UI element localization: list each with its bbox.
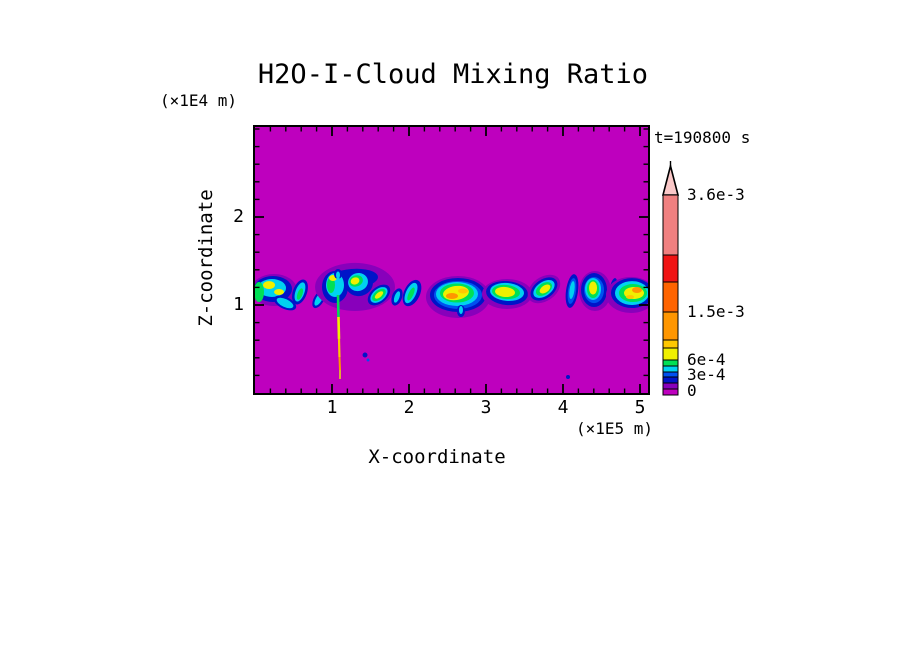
cloud-blob <box>566 374 571 380</box>
timestamp: t=190800 s <box>654 128 751 147</box>
cloud-blob <box>495 286 516 298</box>
cloud-blob <box>631 287 643 294</box>
cloud-blob <box>326 277 336 294</box>
fall-streak-segment <box>338 356 342 371</box>
x-axis-unit: (×1E5 m) <box>575 419 653 438</box>
cloud-blob <box>625 294 634 300</box>
page-title: H2O-I-Cloud Mixing Ratio <box>257 59 649 90</box>
colorbar-segment <box>662 388 679 396</box>
z-tick-label: 2 <box>233 206 244 227</box>
x-tick-label: 2 <box>403 397 415 418</box>
cloud-blob <box>374 291 384 299</box>
plot-canvas <box>253 125 650 395</box>
colorbar-label: 3e-4 <box>687 365 726 384</box>
z-axis-unit: (×1E4 m) <box>160 91 238 110</box>
colorbar-segment <box>662 339 679 349</box>
cloud-blob <box>458 306 463 314</box>
x-axis-label: X-coordinate <box>368 446 506 468</box>
x-tick-label: 4 <box>557 397 569 418</box>
cloud-field <box>255 262 648 380</box>
cloud-blob <box>569 281 575 299</box>
cloud-blob <box>407 287 415 301</box>
colorbar-segment <box>662 281 679 313</box>
plot-border <box>253 125 650 395</box>
colorbar-segment <box>662 194 679 256</box>
cloud-blob <box>296 288 304 300</box>
colorbar-segment <box>662 382 679 390</box>
cloud-blob <box>276 297 294 309</box>
colorbar-segment <box>662 311 679 341</box>
fall-streak-segment <box>337 316 341 339</box>
cloud-blob <box>457 288 468 294</box>
cloud-blob <box>350 277 360 285</box>
z-axis-label: Z-coordinate <box>195 189 217 327</box>
colorbar-segment <box>662 365 679 373</box>
colorbar-segment <box>662 371 679 378</box>
colorbar-label: 0 <box>687 381 697 400</box>
cloud-blob <box>539 284 551 294</box>
cloud-blob <box>445 293 458 300</box>
colorbar-segment <box>662 254 679 283</box>
colorbar-label: 1.5e-3 <box>687 302 745 321</box>
cloud-blob <box>263 281 276 289</box>
colorbar <box>661 161 680 396</box>
z-tick-label: 1 <box>233 294 244 315</box>
colorbar-arrow <box>661 162 680 196</box>
cloud-blob <box>274 288 285 295</box>
cloud-blob <box>255 281 265 303</box>
colorbar-segment <box>662 359 679 367</box>
x-tick-label: 3 <box>480 397 492 418</box>
x-tick-label: 1 <box>326 397 338 418</box>
field-background <box>255 127 648 393</box>
cloud-blob <box>393 291 401 303</box>
colorbar-segment <box>662 376 679 384</box>
colorbar-label: 6e-4 <box>687 350 726 369</box>
cloud-blob <box>362 352 368 358</box>
colorbar-segment <box>662 347 679 361</box>
x-tick-label: 5 <box>634 397 646 418</box>
cloud-blob <box>336 271 341 279</box>
cloud-blob <box>589 281 598 295</box>
colorbar-label: 3.6e-3 <box>687 185 745 204</box>
cloud-blob <box>366 358 370 362</box>
